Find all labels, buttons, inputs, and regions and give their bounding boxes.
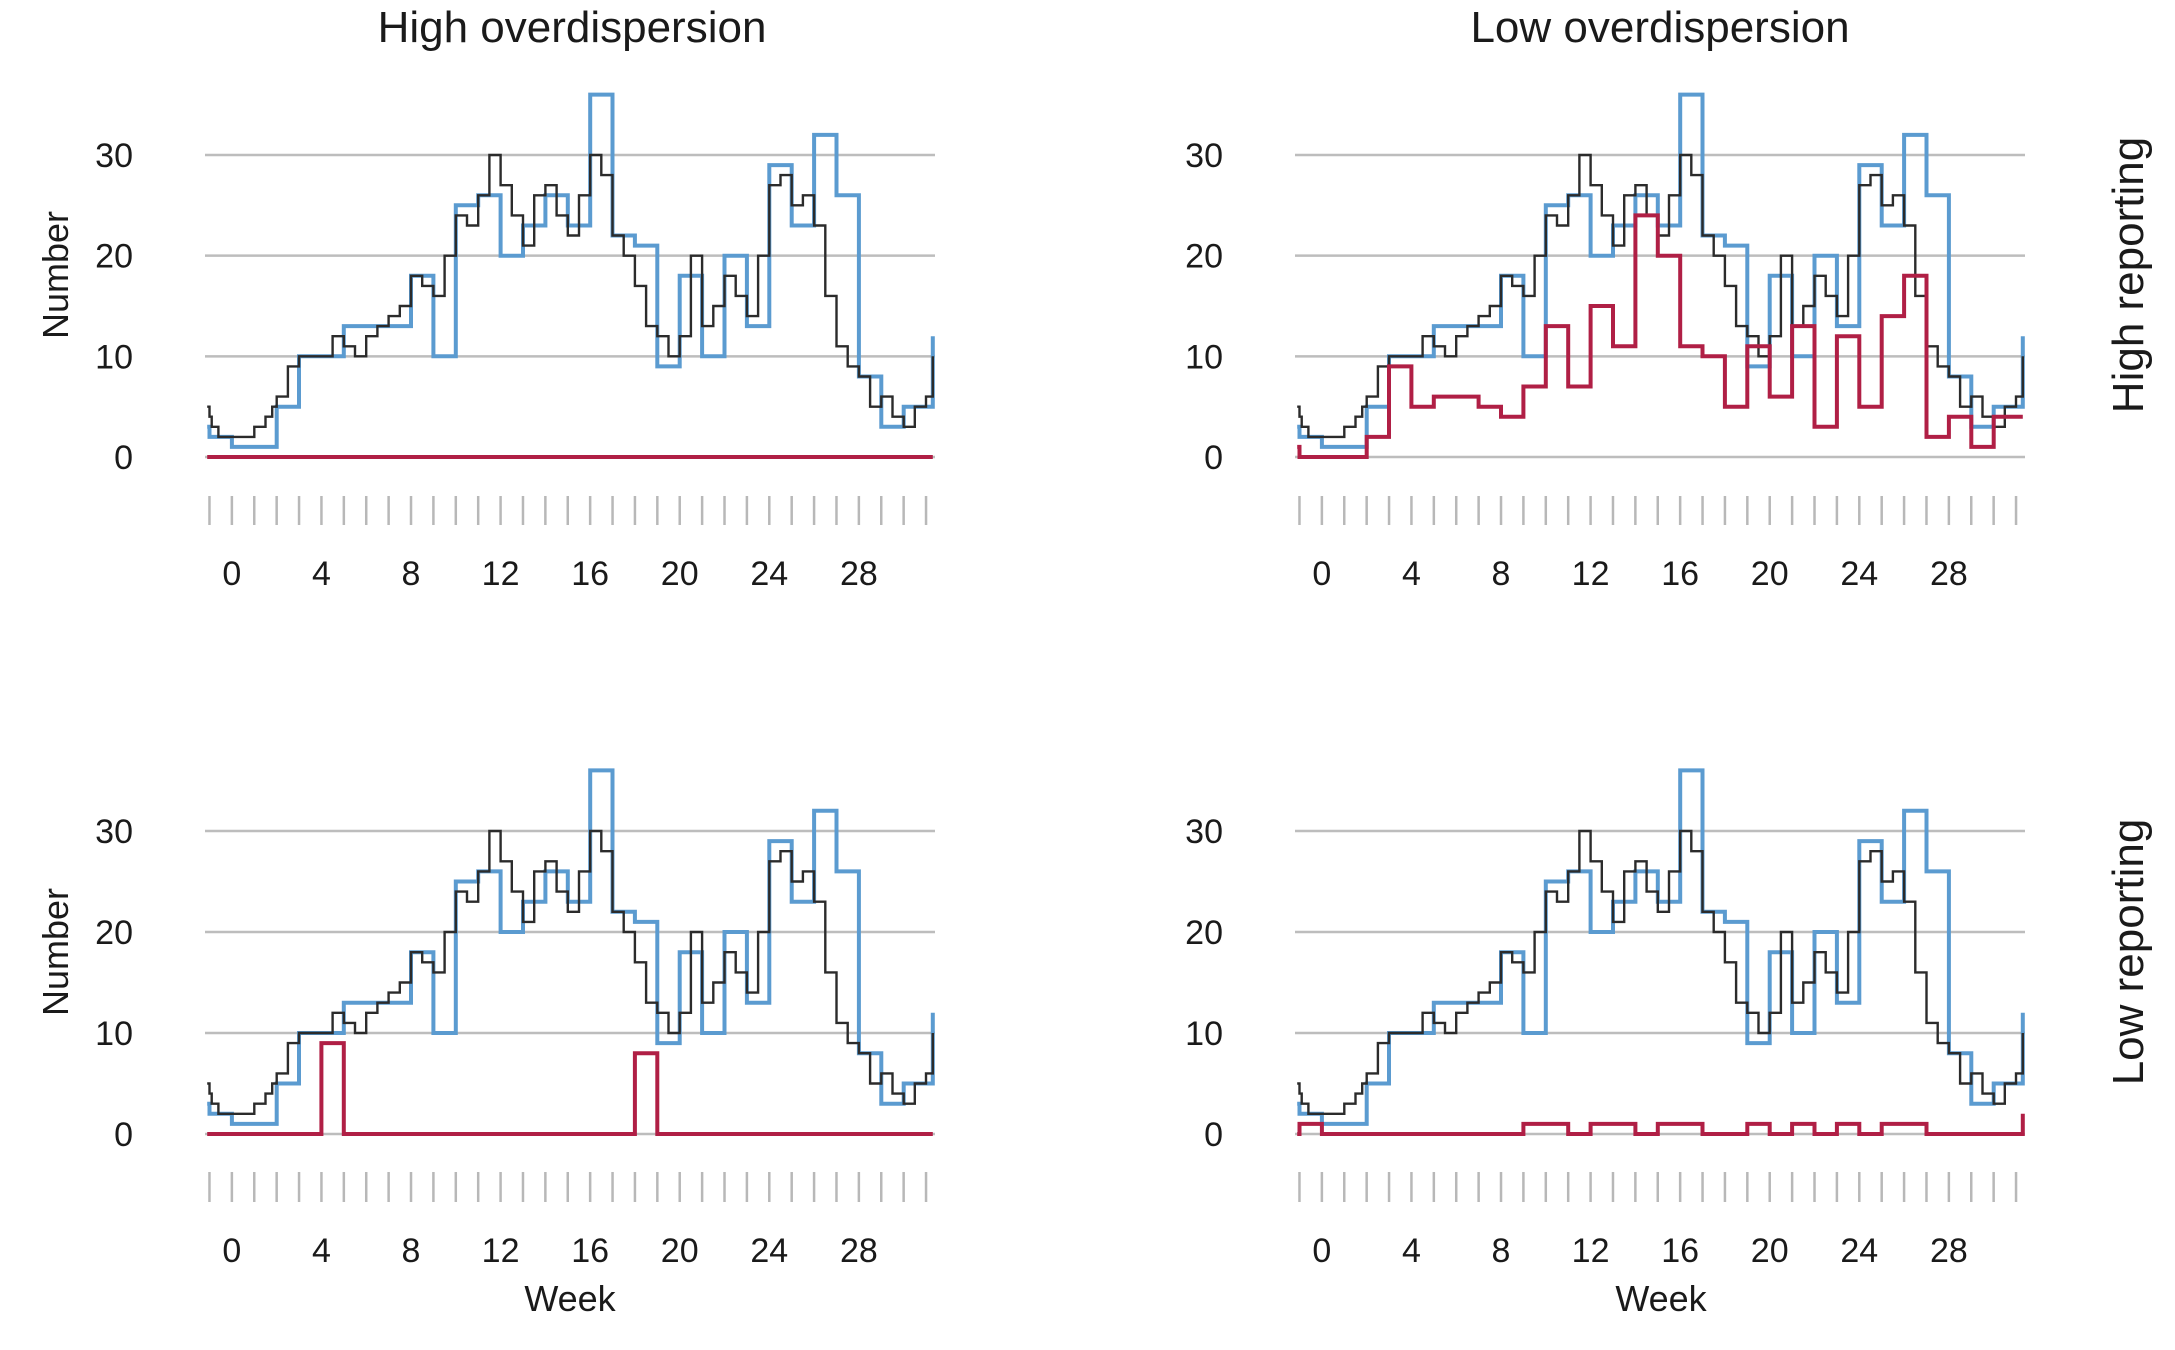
x-axis-title-left: Week [524, 1278, 616, 1319]
y-tick-label: 20 [95, 238, 133, 276]
x-tick-label: 28 [1930, 1232, 1968, 1270]
x-tick-label: 4 [1402, 1232, 1421, 1270]
x-tick-label: 0 [222, 1232, 241, 1270]
y-tick-label: 20 [1185, 914, 1223, 952]
x-tick-label: 0 [222, 555, 241, 593]
x-tick-label: 8 [402, 555, 421, 593]
x-tick-label: 24 [1840, 555, 1878, 593]
x-tick-label: 16 [1661, 555, 1699, 593]
x-tick-label: 28 [840, 555, 878, 593]
observed-series-line [1297, 829, 2024, 1115]
x-tick-label: 20 [661, 555, 699, 593]
x-tick-label: 8 [1492, 1232, 1511, 1270]
row-title-high-reporting: High reporting [2104, 137, 2153, 413]
x-tick-label: 28 [1930, 555, 1968, 593]
panel-high-overdispersion-low-reporting: 0 10 20 30 0 4 8 12 16 20 24 28 [95, 768, 935, 1270]
observed-series-line [207, 153, 934, 439]
blue-series-line [1297, 768, 2025, 1126]
x-tick-label: 16 [571, 1232, 609, 1270]
y-tick-label: 30 [95, 137, 133, 175]
x-tick-label: 8 [1492, 555, 1511, 593]
x-tick-label: 24 [750, 1232, 788, 1270]
y-tick-label: 20 [1185, 238, 1223, 276]
y-tick-label: 0 [1204, 439, 1223, 477]
x-tick-label: 12 [1572, 555, 1610, 593]
x-tick-label: 12 [482, 1232, 520, 1270]
observed-series-line [207, 829, 934, 1115]
y-axis-title-top: Number [35, 211, 76, 339]
column-title-low-overdispersion: Low overdispersion [1470, 3, 1849, 52]
y-tick-label: 10 [95, 1015, 133, 1053]
y-tick-label: 20 [95, 914, 133, 952]
x-tick-label: 20 [661, 1232, 699, 1270]
y-tick-label: 30 [1185, 813, 1223, 851]
x-tick-label: 24 [1840, 1232, 1878, 1270]
y-tick-label: 0 [114, 1116, 133, 1154]
x-tick-label: 12 [482, 555, 520, 593]
y-axis-title-bottom: Number [35, 888, 76, 1016]
x-tick-label: 16 [571, 555, 609, 593]
x-tick-label: 4 [1402, 555, 1421, 593]
blue-series-line [207, 92, 935, 449]
y-tick-label: 10 [95, 338, 133, 376]
panel-high-overdispersion-high-reporting: 0 10 20 30 0 4 8 12 16 20 24 28 [95, 92, 935, 593]
column-title-high-overdispersion: High overdispersion [378, 3, 767, 52]
y-tick-label: 30 [1185, 137, 1223, 175]
blue-series-line [1297, 92, 2025, 449]
x-tick-label: 24 [750, 555, 788, 593]
row-title-low-reporting: Low reporting [2104, 819, 2153, 1086]
x-tick-label: 28 [840, 1232, 878, 1270]
red-series-line [207, 1041, 933, 1136]
x-tick-label: 20 [1751, 555, 1789, 593]
x-tick-label: 4 [312, 1232, 331, 1270]
y-tick-label: 10 [1185, 338, 1223, 376]
y-tick-label: 0 [1204, 1116, 1223, 1154]
red-series-line [1297, 213, 2023, 459]
x-tick-label: 0 [1312, 1232, 1331, 1270]
x-tick-label: 8 [402, 1232, 421, 1270]
y-tick-label: 30 [95, 813, 133, 851]
panel-low-overdispersion-high-reporting: 0 10 20 30 0 4 8 12 16 20 24 28 [1185, 92, 2025, 593]
x-tick-label: 12 [1572, 1232, 1610, 1270]
x-axis-title-right: Week [1615, 1278, 1707, 1319]
panel-low-overdispersion-low-reporting: 0 10 20 30 0 4 8 12 16 20 24 28 [1185, 768, 2025, 1270]
y-tick-label: 10 [1185, 1015, 1223, 1053]
x-tick-label: 0 [1312, 555, 1331, 593]
x-tick-label: 4 [312, 555, 331, 593]
red-series-line [1297, 1113, 2025, 1136]
y-tick-label: 0 [114, 439, 133, 477]
x-tick-label: 16 [1661, 1232, 1699, 1270]
blue-series-line [207, 768, 935, 1126]
x-tick-label: 20 [1751, 1232, 1789, 1270]
observed-series-line [1297, 153, 2024, 439]
